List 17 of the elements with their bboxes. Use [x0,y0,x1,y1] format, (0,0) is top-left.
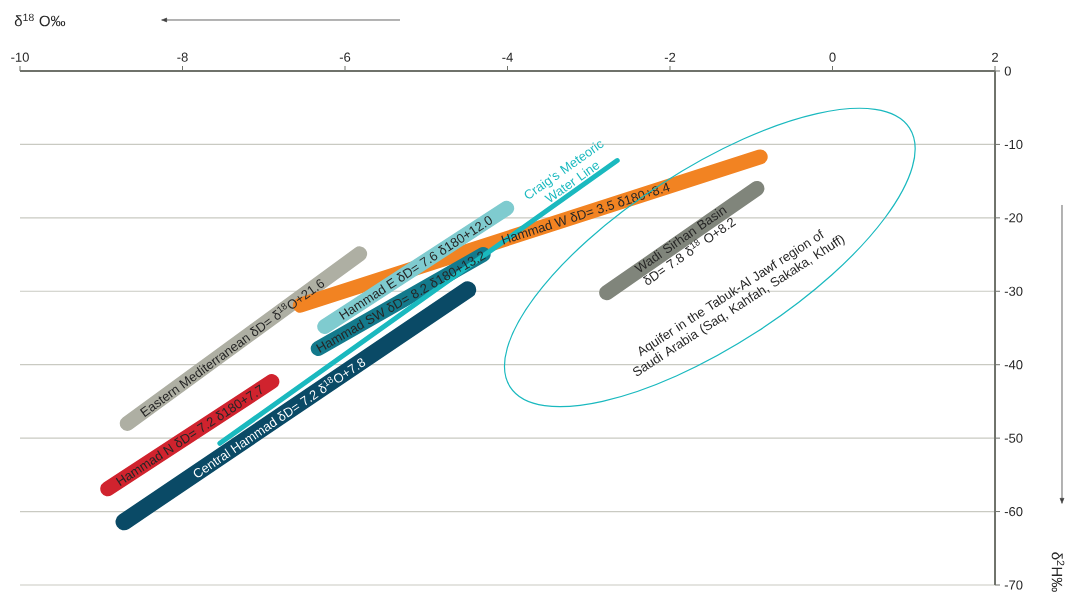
y-tick-label: -70 [1004,580,1023,590]
x-tick-label: -4 [502,52,513,62]
y-tick-label: -40 [1004,360,1023,370]
y-tick-label: -10 [1004,139,1023,150]
x-tick-label: -6 [339,52,351,62]
y-tick-label: 0 [1004,66,1011,76]
y-tick-label: -30 [1004,286,1023,296]
x-tick-label: 2 [992,52,998,62]
y-tick-label: -50 [1004,433,1023,443]
y-axis-title: δ$^{2}$H‰ [1051,552,1065,592]
x-tick-label: -2 [664,52,676,62]
y-tick-label: -20 [1004,213,1023,223]
x-tick-label: 0 [829,52,836,62]
y-tick-label: -60 [1004,506,1023,517]
x-tick-label: -8 [177,52,188,62]
x-axis-title: δ$^{18}$ O‰ [14,13,66,27]
x-tick-label: -10 [11,52,29,62]
